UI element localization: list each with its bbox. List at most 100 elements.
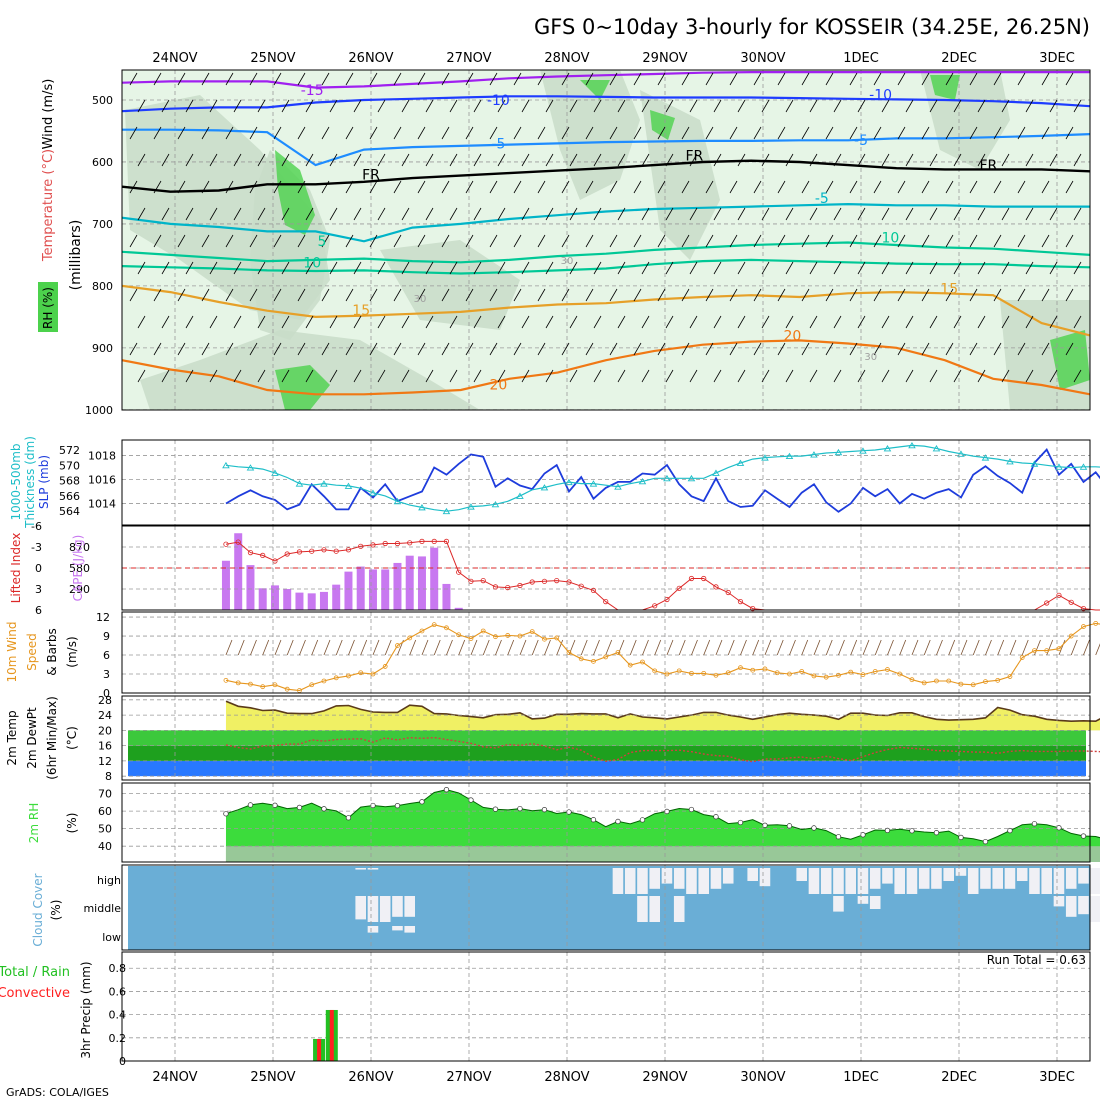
wind-barb (642, 639, 649, 656)
wind-barb (881, 153, 890, 167)
cloud-high-cell (637, 868, 648, 894)
wind-barb (929, 261, 938, 275)
wind-barb (665, 153, 674, 167)
wind-barb (449, 99, 458, 113)
wind10m-axis-label-2: Speed (25, 633, 39, 671)
wind-barb (785, 99, 794, 113)
wind-barb (257, 207, 266, 221)
wind-barb (345, 180, 354, 194)
wind-barb (753, 72, 762, 86)
wind-barb (384, 639, 392, 656)
wind-barb (873, 234, 882, 248)
wind-barb (465, 234, 474, 248)
wind-barb (785, 315, 794, 329)
top-date-label: 24NOV (152, 51, 197, 66)
precip-tick-label: 0.6 (109, 985, 127, 998)
thickness-tick-label: 566 (59, 490, 80, 503)
wind-barb (1001, 153, 1010, 167)
wind-barb (609, 342, 618, 356)
wind-barb (489, 180, 498, 194)
wind-barb (545, 153, 554, 167)
wind-barb (740, 639, 747, 656)
rh2m-marker (223, 811, 229, 817)
wind-marker (1081, 624, 1086, 629)
li-marker (309, 548, 315, 554)
top-date-label: 28NOV (544, 51, 589, 66)
wind-barb (633, 342, 642, 356)
cloud-middle-cell (1065, 896, 1077, 917)
minmax-axis-label: (6hr Min/Max) (45, 696, 59, 780)
wind-barb (297, 342, 306, 356)
wind-barb (561, 126, 570, 140)
wind-barb (257, 99, 266, 113)
wind-barb (311, 639, 319, 656)
thickness-marker (222, 461, 230, 469)
contour-label: -15 (301, 83, 324, 99)
wind-barb (201, 288, 210, 302)
wind-barb (401, 207, 410, 221)
li-marker (1068, 599, 1074, 605)
wind-barb (972, 639, 980, 656)
wind-barb (465, 72, 474, 86)
wind-barb (495, 639, 502, 656)
wind-barb (473, 153, 482, 167)
wind-barb (665, 261, 674, 275)
wind-barb (953, 315, 962, 329)
wind-barb (681, 72, 690, 86)
li-marker (1056, 592, 1062, 598)
wind-barb (321, 288, 330, 302)
wind-barb (1025, 261, 1034, 275)
wind-barb (281, 207, 290, 221)
cloud-high-cell (722, 868, 734, 884)
wind-barb (297, 288, 306, 302)
thickness-marker (981, 454, 990, 461)
wind-barb (161, 99, 170, 113)
cape-bar (295, 592, 304, 610)
wind-barb (177, 180, 186, 194)
wind-barb (209, 261, 218, 275)
wind-barb (993, 342, 1002, 356)
wind-barb (657, 72, 666, 86)
li-marker (541, 578, 548, 584)
wind-barb (905, 207, 914, 221)
wind-barb (273, 180, 282, 194)
wind-barb (561, 72, 570, 86)
wind-barb (321, 126, 330, 140)
wind-barb (1041, 342, 1050, 356)
cloud-level-label: high (97, 874, 121, 887)
wind-barb (473, 315, 482, 329)
rh2m-marker (982, 838, 989, 845)
wind-barb (393, 126, 402, 140)
wind10m-panel: 0 3 6 9 12 10m Wind Speed & Barbs (m/s) (5, 611, 1100, 700)
wind-barb (953, 99, 962, 113)
precip-tick-label: 0.8 (109, 962, 127, 975)
wind-barb (273, 126, 282, 140)
thickness-marker (540, 484, 549, 491)
wind-barb (737, 315, 746, 329)
wind-barb (881, 207, 890, 221)
bottom-date-label: 28NOV (544, 1070, 589, 1085)
wind-barb (657, 234, 666, 248)
thickness-marker (736, 459, 745, 466)
wind-barb (681, 126, 690, 140)
cloud-high-cell (1053, 868, 1065, 894)
li-marker (370, 542, 376, 548)
wind-barb (161, 153, 170, 167)
li-marker (321, 547, 327, 553)
rh2m-tick-label: 40 (98, 840, 112, 853)
wind-barb (689, 99, 698, 113)
cloud-high-cell (612, 868, 624, 894)
wind-barb (789, 639, 796, 656)
precip-tick-label: 0.2 (109, 1032, 127, 1045)
li-marker (701, 575, 707, 582)
wind-barb (689, 153, 698, 167)
wind-barb (833, 153, 842, 167)
cloud-high-cell (1016, 868, 1028, 881)
li-tick-label: -3 (31, 541, 42, 554)
thickness-marker (663, 474, 671, 482)
cape-bar (368, 569, 377, 610)
wind-marker (701, 670, 707, 676)
wind-barb (281, 369, 290, 383)
wind-barb (129, 72, 138, 86)
run-total-label: Run Total = 0.63 (987, 953, 1086, 967)
